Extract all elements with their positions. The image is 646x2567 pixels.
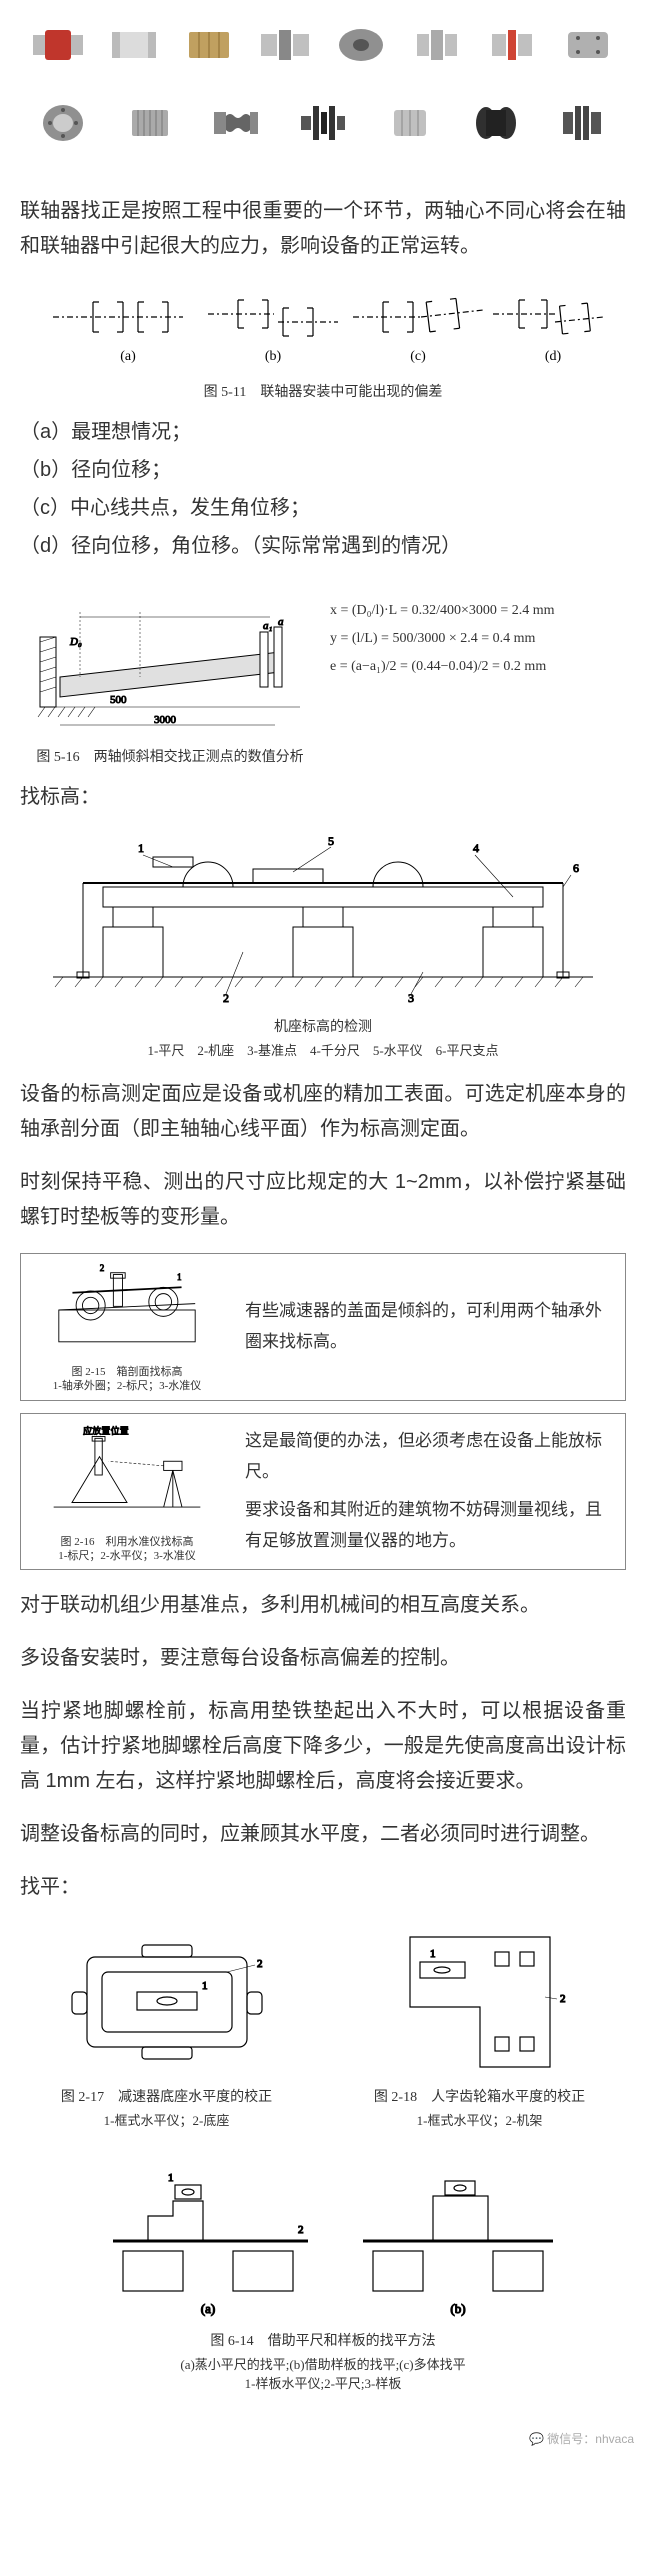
- svg-text:1: 1: [168, 2172, 174, 2184]
- coupling-2: [99, 10, 169, 80]
- svg-text:1: 1: [202, 1980, 208, 1992]
- note2-text2: 要求设备和其附近的建筑物不妨碍测量视线，且有足够放置测量仪器的地方。: [245, 1495, 613, 1556]
- note1-figure: 2 1 图 2-15 箱剖面找标高 1-轴承外圈；2-标尺；3-水准仪: [21, 1254, 233, 1400]
- svg-text:2: 2: [560, 1993, 566, 2005]
- eq2: y = (l/L) = 500/3000 × 2.4 = 0.4 mm: [330, 625, 626, 653]
- fig-2-17-caption: 图 2-17 减速器底座水平度的校正: [20, 2086, 313, 2106]
- coupling-3: [174, 10, 244, 80]
- svg-text:3000: 3000: [154, 714, 177, 726]
- svg-text:2: 2: [298, 2224, 304, 2236]
- fig-6-14-legend: (a)蒸小平尺的找平;(b)借助样板的找平;(c)多体找平 1-样板水平仪;2-…: [20, 2354, 626, 2392]
- coupling-8: [553, 10, 623, 80]
- fig1-label-d: (d): [545, 349, 562, 364]
- gallery-row-2: [20, 88, 626, 158]
- note1-text: 有些减速器的盖面是倾斜的，可利用两个轴承外圈来找标高。: [233, 1286, 625, 1367]
- intro-paragraph: 联轴器找正是按照工程中很重要的一个环节，两轴心不同心将会在轴和联轴器中引起很大的…: [20, 194, 626, 264]
- coupling-5: [326, 10, 396, 80]
- figure-5-16-caption: 图 5-16 两轴倾斜相交找正测点的数值分析: [20, 746, 320, 766]
- figure-elevation-title: 机座标高的检测: [20, 1016, 626, 1036]
- note2-text: 这是最简便的办法，但必须考虑在设备上能放标尺。 要求设备和其附近的建筑物不妨碍测…: [233, 1416, 625, 1566]
- svg-text:6: 6: [573, 861, 579, 875]
- wechat-icon: 💬: [529, 2432, 544, 2446]
- multi-para-3: 当拧紧地脚螺栓前，标高用垫铁垫起出入不大时，可以根据设备重量，估计拧紧地脚螺栓后…: [20, 1694, 626, 1799]
- figure-2-17-18: 1 2 图 2-17 减速器底座水平度的校正 1-框式水平仪；2-底座 1: [20, 1917, 626, 2129]
- fig-6-14-caption: 图 6-14 借助平尺和样板的找平方法: [20, 2330, 626, 2350]
- multi-para-2: 多设备安装时，要注意每台设备标高偏差的控制。: [20, 1641, 626, 1676]
- svg-text:应放置位置: 应放置位置: [83, 1424, 129, 1435]
- figure-5-11-caption: 图 5-11 联轴器安装中可能出现的偏差: [20, 381, 626, 401]
- note-box-2: 应放置位置 图 2-16 利用水准仪找标高 1-标尺；2-水平仪；3-水准仪 这…: [20, 1413, 626, 1571]
- fig-2-18-caption: 图 2-18 人字齿轮箱水平度的校正: [333, 2086, 626, 2106]
- coupling-12: [288, 88, 358, 158]
- figure-5-16: 3000 500 a a₁ D₀ 图 5-16 两轴倾斜相交找正测点的数值分析 …: [20, 577, 626, 766]
- section-elevation: 找标高：: [20, 780, 626, 815]
- elev-para-2: 时刻保持平稳、测出的尺寸应比规定的大 1~2mm，以补偿拧紧基础螺钉时垫板等的变…: [20, 1165, 626, 1235]
- eq3: e = (a−a₁)/2 = (0.44−0.04)/2 = 0.2 mm: [330, 653, 626, 681]
- case-a: （a）最理想情况；: [20, 413, 626, 451]
- svg-text:D₀: D₀: [69, 636, 82, 648]
- svg-text:1: 1: [177, 1272, 182, 1282]
- note1-caption: 图 2-15 箱剖面找标高 1-轴承外圈；2-标尺；3-水准仪: [27, 1365, 227, 1394]
- note-box-1: 2 1 图 2-15 箱剖面找标高 1-轴承外圈；2-标尺；3-水准仪 有些减速…: [20, 1253, 626, 1401]
- elev-para-1: 设备的标高测定面应是设备或机座的精加工表面。可选定机座本身的轴承剖分面（即主轴轴…: [20, 1077, 626, 1147]
- svg-text:4: 4: [473, 841, 479, 855]
- footer-text: 微信号：nhvaca: [547, 2432, 634, 2446]
- coupling-11: [201, 88, 271, 158]
- svg-text:a₁: a₁: [263, 620, 273, 632]
- svg-text:500: 500: [110, 694, 127, 706]
- coupling-1: [23, 10, 93, 80]
- coupling-6: [402, 10, 472, 80]
- coupling-9: [28, 88, 98, 158]
- svg-text:(a): (a): [201, 2301, 215, 2316]
- coupling-10: [115, 88, 185, 158]
- coupling-gallery: [0, 0, 646, 176]
- svg-text:a: a: [278, 616, 284, 628]
- case-d: （d）径向位移，角位移。（实际常常遇到的情况）: [20, 527, 626, 565]
- figure-elevation: 1 5 4 6 2 3 机座标高的检测 1-平尺 2-机座 3-基准点 4-千分…: [20, 827, 626, 1059]
- multi-para-1: 对于联动机组少用基准点，多利用机械间的相互高度关系。: [20, 1588, 626, 1623]
- footer: 💬 微信号：nhvaca: [0, 2424, 646, 2466]
- figure-5-11: (a) (b) (c) (d) 图 5-11 联轴器安装中可能出现的偏差: [20, 282, 626, 401]
- note2-figure: 应放置位置 图 2-16 利用水准仪找标高 1-标尺；2-水平仪；3-水准仪: [21, 1414, 233, 1570]
- case-c: （c）中心线共点，发生角位移；: [20, 489, 626, 527]
- fig-2-18-legend: 1-框式水平仪；2-机架: [333, 2110, 626, 2129]
- fig1-label-a: (a): [120, 349, 136, 364]
- note2-text1: 这是最简便的办法，但必须考虑在设备上能放标尺。: [245, 1426, 613, 1487]
- gallery-row-1: [20, 10, 626, 80]
- svg-text:1: 1: [430, 1948, 436, 1960]
- coupling-7: [477, 10, 547, 80]
- figure-elevation-legend: 1-平尺 2-机座 3-基准点 4-千分尺 5-水平仪 6-平尺支点: [20, 1040, 626, 1059]
- case-b: （b）径向位移；: [20, 451, 626, 489]
- svg-text:5: 5: [328, 834, 334, 848]
- fig1-label-b: (b): [265, 349, 282, 364]
- fig1-label-c: (c): [410, 349, 426, 364]
- multi-para-4: 调整设备标高的同时，应兼顾其水平度，二者必须同时进行调整。: [20, 1817, 626, 1852]
- fig-2-17-legend: 1-框式水平仪；2-底座: [20, 2110, 313, 2129]
- coupling-15: [548, 88, 618, 158]
- figure-6-14: 1 2 (a) (b) 图 6-14 借助平尺和样板的找平方法 (a)蒸小平尺的…: [20, 2141, 626, 2392]
- svg-text:2: 2: [257, 1958, 263, 1970]
- svg-text:2: 2: [100, 1263, 105, 1273]
- coupling-14: [461, 88, 531, 158]
- section-level: 找平：: [20, 1870, 626, 1905]
- coupling-13: [375, 88, 445, 158]
- svg-text:2: 2: [223, 991, 229, 1005]
- eq1: x = (D₀/l)·L = 0.32/400×3000 = 2.4 mm: [330, 597, 626, 625]
- note2-caption: 图 2-16 利用水准仪找标高 1-标尺；2-水平仪；3-水准仪: [27, 1535, 227, 1564]
- svg-text:(b): (b): [450, 2301, 465, 2316]
- coupling-4: [250, 10, 320, 80]
- svg-text:1: 1: [138, 841, 144, 855]
- svg-text:3: 3: [408, 991, 414, 1005]
